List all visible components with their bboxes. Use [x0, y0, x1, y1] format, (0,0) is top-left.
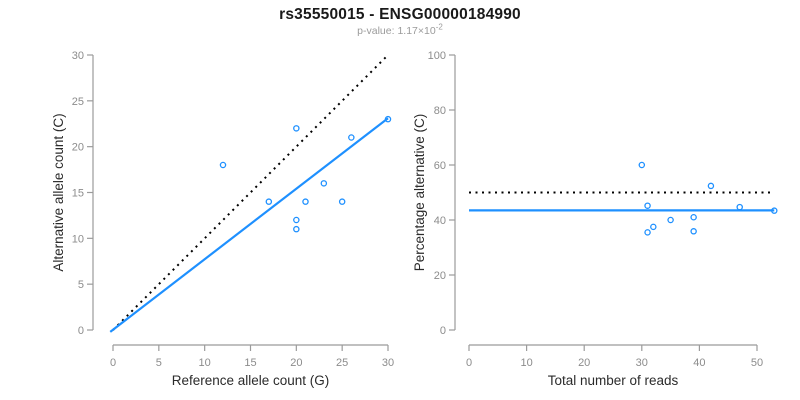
x-tick-label: 30 — [636, 357, 648, 369]
data-point — [667, 216, 674, 224]
data-point — [644, 202, 651, 209]
identity-line — [112, 54, 389, 331]
data-point — [644, 229, 651, 236]
subtitle-value: 1.17×10 — [397, 25, 436, 37]
y-tick-label: 20 — [72, 142, 84, 154]
data-point — [736, 203, 743, 211]
subtitle-label: p-value: — [357, 25, 398, 37]
data-point — [690, 213, 697, 221]
data-point — [690, 228, 697, 235]
x-axis-title: Total number of reads — [548, 373, 679, 388]
x-tick-label: 30 — [382, 357, 394, 369]
x-tick-label: 40 — [693, 357, 705, 369]
data-point — [219, 161, 227, 169]
y-tick-label: 0 — [440, 325, 446, 337]
x-tick-label: 5 — [156, 357, 162, 369]
data-point — [293, 216, 300, 224]
x-tick-label: 25 — [336, 357, 348, 369]
fit-line — [109, 117, 389, 333]
data-point — [707, 182, 715, 190]
y-tick-label: 10 — [72, 233, 84, 245]
subtitle-exponent: -2 — [435, 22, 443, 32]
data-point — [771, 207, 778, 214]
data-point — [302, 198, 309, 205]
x-tick-label: 10 — [199, 357, 211, 369]
chart-panel-left: 0 5 10 15 20 25 30 0 5 10 15 20 25 30 Reference allele… — [51, 50, 394, 388]
x-tick-label: 20 — [578, 357, 590, 369]
y-axis-title: Alternative allele count (C) — [51, 113, 66, 271]
y-tick-label: 30 — [72, 50, 84, 62]
x-tick-label: 20 — [290, 357, 302, 369]
y-axis-title: Percentage alternative (C) — [412, 114, 427, 272]
data-point — [638, 161, 646, 169]
y-tick-label: 0 — [78, 325, 84, 337]
y-tick-label: 20 — [434, 270, 446, 282]
data-point — [384, 115, 392, 123]
y-tick-label: 15 — [72, 187, 84, 199]
chart-panel-right: 0 20 40 60 80 100 0 10 20 30 40 50 Total number of r… — [412, 50, 778, 388]
x-tick-label: 0 — [110, 357, 116, 369]
data-point — [320, 180, 328, 187]
y-tick-label: 100 — [428, 50, 446, 62]
y-tick-label: 80 — [434, 105, 446, 117]
x-tick-label: 15 — [244, 357, 256, 369]
y-tick-label: 25 — [72, 96, 84, 108]
y-tick-label: 60 — [434, 160, 446, 172]
y-tick-label: 5 — [78, 279, 84, 291]
x-tick-label: 0 — [466, 357, 472, 369]
plot-subtitle: p-value: 1.17×10-2 — [0, 22, 800, 37]
data-point — [348, 134, 355, 141]
data-point — [265, 198, 273, 205]
data-point — [338, 198, 346, 205]
data-point — [650, 223, 657, 231]
data-point — [293, 125, 300, 132]
plot-title: rs35550015 - ENSG00000184990 — [279, 6, 521, 23]
x-tick-label: 10 — [520, 357, 532, 369]
data-point — [293, 225, 300, 233]
y-tick-label: 40 — [434, 215, 446, 227]
x-tick-label: 50 — [751, 357, 763, 369]
x-axis-title: Reference allele count (G) — [172, 373, 330, 388]
